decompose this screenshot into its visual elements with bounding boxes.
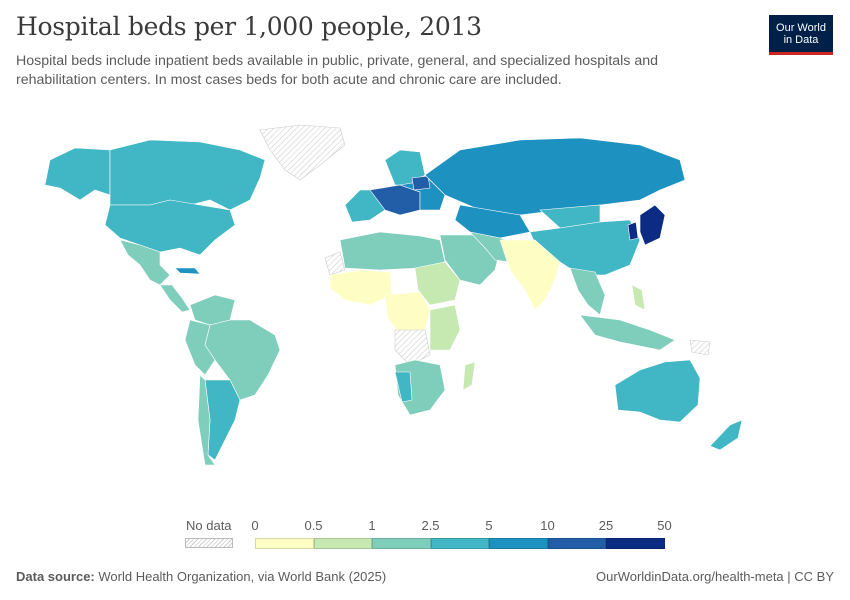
legend-bin-1-2.5[interactable] (372, 538, 431, 549)
chart-subtitle: Hospital beds include inpatient beds ava… (16, 53, 659, 88)
world-map (44, 124, 743, 466)
legend-tick: 50 (657, 518, 672, 533)
country-central-america[interactable] (159, 284, 191, 313)
legend-tick: 0 (251, 518, 259, 533)
legend-tick: 0.5 (304, 518, 323, 533)
country-japan[interactable] (639, 204, 666, 246)
legend-tick: 2.5 (421, 518, 440, 533)
country-madagascar[interactable] (462, 361, 476, 391)
country-west-africa[interactable] (329, 269, 393, 306)
country-mexico[interactable] (119, 239, 171, 286)
footer-url[interactable]: OurWorldinData.org/health-meta | CC BY (596, 569, 834, 584)
legend-bin-0.5-1[interactable] (313, 538, 372, 549)
logo-line-2: in Data (783, 33, 819, 46)
country-east-africa[interactable] (429, 304, 461, 351)
legend-tick: 5 (485, 518, 493, 533)
legend-tick: 10 (540, 518, 555, 533)
country-papua-new-guinea[interactable] (689, 339, 711, 356)
country-chile[interactable] (197, 374, 216, 466)
chart-title: Hospital beds per 1,000 people, 2013 (16, 12, 482, 41)
country-namibia[interactable] (394, 371, 413, 403)
footer-source: Data source: World Health Organization, … (16, 569, 386, 584)
country-cuba[interactable] (174, 267, 201, 275)
country-western-sahara[interactable] (324, 251, 346, 276)
legend-bin-0-0.5[interactable] (255, 538, 314, 549)
legend-bin-5-10[interactable] (489, 538, 548, 549)
legend-bin-25-50[interactable] (606, 538, 665, 549)
country-new-zealand[interactable] (709, 419, 743, 451)
country-philippines[interactable] (631, 284, 646, 311)
country-southeast-asia[interactable] (569, 267, 606, 316)
country-indonesia[interactable] (579, 314, 676, 351)
country-north-africa[interactable] (339, 231, 446, 271)
logo-line-1: Our World (776, 21, 826, 34)
country-usa[interactable] (104, 199, 236, 256)
legend: No data 0 0.5 1 2.5 5 10 25 50 (0, 515, 850, 555)
footer-source-link[interactable]: World Health Organization, via World Ban… (98, 569, 387, 584)
country-central-africa[interactable] (384, 291, 431, 336)
country-alaska[interactable] (44, 147, 111, 201)
legend-tick: 25 (598, 518, 614, 533)
country-india[interactable] (499, 239, 561, 311)
owid-logo[interactable]: Our World in Data (769, 15, 833, 55)
country-drc[interactable] (394, 329, 431, 366)
legend-no-data-swatch[interactable] (185, 538, 233, 548)
country-korea[interactable] (627, 221, 639, 241)
country-canada[interactable] (109, 139, 266, 211)
country-greenland[interactable] (259, 124, 346, 181)
country-peru-bolivia[interactable] (184, 319, 216, 376)
legend-bin-2.5-5[interactable] (430, 538, 489, 549)
legend-tick: 1 (368, 518, 376, 533)
country-russia[interactable] (424, 137, 686, 216)
footer-source-label: Data source: (16, 569, 95, 584)
country-australia[interactable] (614, 359, 701, 423)
country-sudan-ethiopia[interactable] (414, 261, 461, 306)
legend-bin-10-25[interactable] (547, 538, 606, 549)
country-belarus[interactable] (411, 175, 431, 191)
legend-no-data-label: No data (186, 518, 232, 533)
